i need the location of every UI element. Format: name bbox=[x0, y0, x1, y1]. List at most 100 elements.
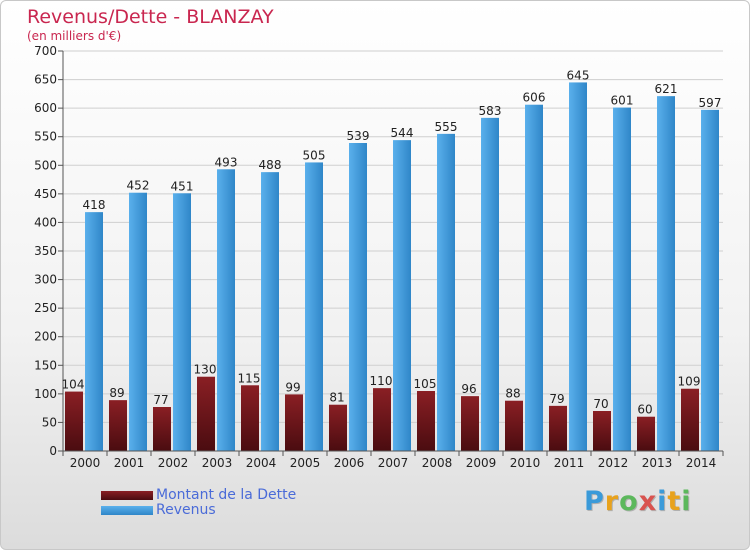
bar-debt bbox=[505, 400, 523, 451]
y-tick-label: 500 bbox=[34, 158, 57, 172]
logo-letter: P bbox=[584, 486, 605, 517]
bar-debt bbox=[153, 407, 171, 451]
logo-letter: r bbox=[604, 486, 620, 517]
x-tick-label: 2005 bbox=[290, 456, 321, 470]
bar-debt bbox=[65, 391, 83, 451]
bar-debt bbox=[549, 405, 567, 451]
data-label-debt: 104 bbox=[62, 378, 85, 392]
data-label-debt: 99 bbox=[285, 380, 300, 394]
x-tick-label: 2004 bbox=[246, 456, 277, 470]
x-tick-label: 2011 bbox=[554, 456, 585, 470]
data-label-revenue: 601 bbox=[611, 94, 634, 108]
y-tick-label: 550 bbox=[34, 130, 57, 144]
bar-debt bbox=[329, 404, 347, 451]
bar-revenue bbox=[173, 193, 191, 452]
y-tick-label: 450 bbox=[34, 187, 57, 201]
data-label-revenue: 539 bbox=[347, 129, 370, 143]
logo-letter: t bbox=[667, 486, 682, 517]
y-tick-label: 350 bbox=[34, 244, 57, 258]
x-tick-label: 2006 bbox=[334, 456, 365, 470]
data-label-revenue: 621 bbox=[655, 82, 678, 96]
bar-revenue bbox=[393, 140, 411, 451]
x-tick-label: 2012 bbox=[598, 456, 629, 470]
logo-letter: i bbox=[681, 486, 692, 517]
y-tick-label: 700 bbox=[34, 44, 57, 58]
y-tick-label: 250 bbox=[34, 301, 57, 315]
legend-swatch-revenue bbox=[101, 506, 153, 515]
x-tick-label: 2009 bbox=[466, 456, 497, 470]
data-label-debt: 115 bbox=[238, 371, 261, 385]
y-tick-label: 0 bbox=[49, 444, 57, 458]
bar-revenue bbox=[261, 172, 279, 451]
proxiti-logo: Proxiti bbox=[584, 486, 692, 517]
data-label-revenue: 451 bbox=[171, 179, 194, 193]
data-label-revenue: 488 bbox=[259, 158, 282, 172]
data-label-debt: 79 bbox=[549, 392, 564, 406]
data-label-revenue: 452 bbox=[127, 179, 150, 193]
data-label-debt: 130 bbox=[194, 363, 217, 377]
data-label-debt: 96 bbox=[461, 382, 476, 396]
y-tick-label: 200 bbox=[34, 330, 57, 344]
x-tick-label: 2008 bbox=[422, 456, 453, 470]
bar-revenue bbox=[349, 143, 367, 451]
x-tick-label: 2013 bbox=[642, 456, 673, 470]
logo-letter: o bbox=[619, 486, 639, 517]
bar-debt bbox=[637, 416, 655, 451]
y-axis: 0 50 100 150 200 250 300 350 400 450 500 550 600 650 7… bbox=[34, 44, 64, 458]
data-label-revenue: 544 bbox=[391, 126, 414, 140]
data-label-revenue: 418 bbox=[83, 198, 106, 212]
y-tick-label: 50 bbox=[42, 415, 57, 429]
data-label-debt: 77 bbox=[153, 393, 168, 407]
bar-revenue bbox=[481, 117, 499, 451]
bar-revenue bbox=[85, 212, 103, 451]
bar-revenue bbox=[437, 133, 455, 451]
bar-debt bbox=[373, 388, 391, 451]
x-tick-label: 2010 bbox=[510, 456, 541, 470]
chart-subtitle: (en milliers d'€) bbox=[27, 29, 122, 43]
data-label-revenue: 597 bbox=[699, 96, 722, 110]
data-label-debt: 89 bbox=[109, 386, 124, 400]
bar-revenue bbox=[305, 162, 323, 451]
x-axis: 2000 2001 2002 2003 2004 2005 2006 2007 2008 2009… bbox=[62, 450, 724, 470]
y-tick-label: 650 bbox=[34, 73, 57, 87]
legend-label-debt: Montant de la Dette bbox=[156, 487, 297, 503]
x-tick-label: 2014 bbox=[686, 456, 717, 470]
bar-revenue bbox=[525, 104, 543, 451]
chart-title: Revenus/Dette - BLANZAY bbox=[27, 6, 274, 28]
bar-debt bbox=[681, 388, 699, 451]
x-tick-label: 2007 bbox=[378, 456, 409, 470]
data-label-revenue: 606 bbox=[523, 91, 546, 105]
bar-debt bbox=[241, 385, 259, 451]
bar-revenue bbox=[701, 109, 719, 451]
y-tick-label: 150 bbox=[34, 358, 57, 372]
x-tick-label: 2003 bbox=[202, 456, 233, 470]
legend-swatch-debt bbox=[101, 491, 153, 500]
bar-debt bbox=[109, 400, 127, 451]
logo-letter: x bbox=[638, 486, 658, 517]
legend-label-revenue: Revenus bbox=[156, 502, 216, 518]
bar-debt bbox=[593, 411, 611, 451]
x-tick-label: 2002 bbox=[158, 456, 189, 470]
data-label-debt: 88 bbox=[505, 387, 520, 401]
data-label-debt: 60 bbox=[637, 403, 652, 417]
bar-debt bbox=[197, 376, 215, 451]
y-tick-label: 400 bbox=[34, 215, 57, 229]
bar-revenue bbox=[129, 192, 147, 451]
bar-revenue bbox=[657, 96, 675, 452]
bar-revenue bbox=[569, 82, 587, 451]
y-tick-label: 100 bbox=[34, 387, 57, 401]
y-tick-label: 300 bbox=[34, 273, 57, 287]
data-label-revenue: 645 bbox=[567, 68, 590, 82]
bar-revenue bbox=[217, 169, 235, 452]
bar-revenue bbox=[613, 107, 631, 452]
bar-debt bbox=[461, 396, 479, 451]
data-label-debt: 105 bbox=[414, 377, 437, 391]
bar-debt bbox=[285, 394, 303, 451]
data-label-debt: 110 bbox=[370, 374, 393, 388]
bars bbox=[65, 82, 719, 452]
data-label-revenue: 555 bbox=[435, 120, 458, 134]
x-tick-label: 2001 bbox=[114, 456, 145, 470]
data-labels: 104 418 89 452 77 451 130 493 115 488 99 505 81 539 11… bbox=[62, 68, 722, 416]
